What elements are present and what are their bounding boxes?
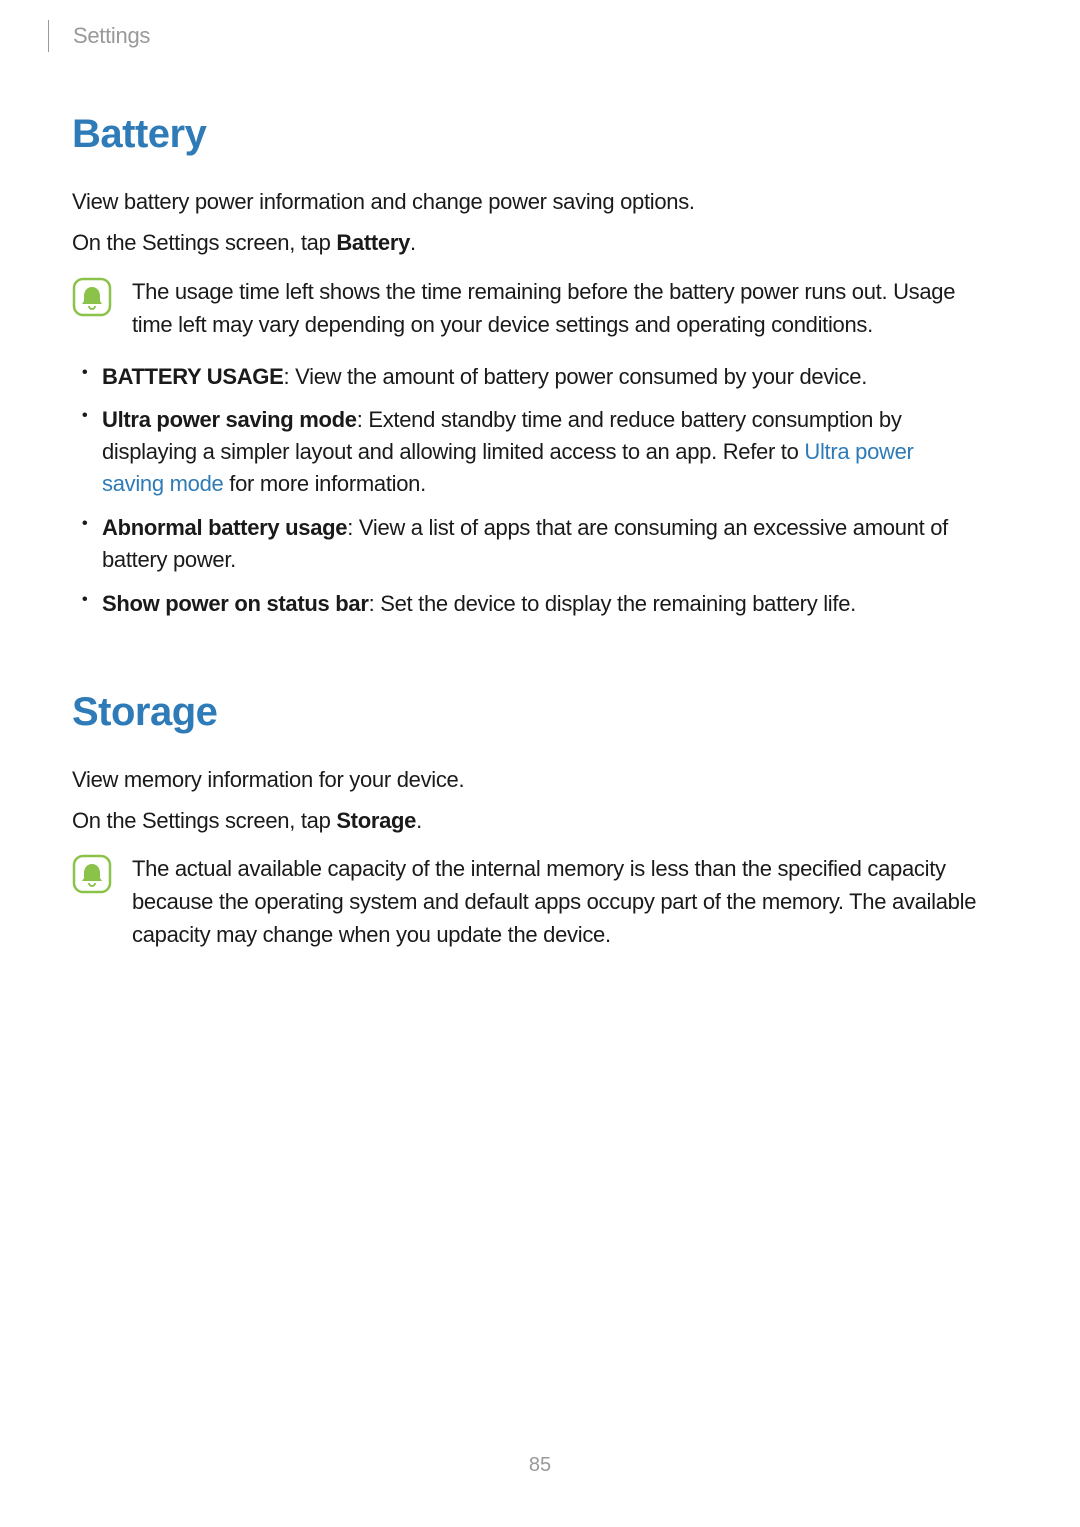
battery-note-text: The usage time left shows the time remai…: [132, 275, 980, 341]
instruction-suffix: .: [416, 808, 422, 833]
bullet-text: : Set the device to display the remainin…: [369, 591, 856, 616]
instruction-suffix: .: [410, 230, 416, 255]
bell-note-icon: [72, 277, 112, 317]
list-item: Show power on status bar: Set the device…: [72, 588, 980, 620]
instruction-bold: Storage: [336, 808, 416, 833]
bullet-text: : View the amount of battery power consu…: [284, 364, 868, 389]
bell-note-icon: [72, 854, 112, 894]
storage-intro: View memory information for your device.: [72, 765, 980, 796]
instruction-bold: Battery: [336, 230, 410, 255]
battery-bullet-list: BATTERY USAGE: View the amount of batter…: [72, 361, 980, 620]
storage-note-block: The actual available capacity of the int…: [72, 852, 980, 951]
list-item: Abnormal battery usage: View a list of a…: [72, 512, 980, 576]
section-heading-storage: Storage: [72, 690, 980, 735]
bullet-bold: BATTERY USAGE: [102, 364, 284, 389]
storage-note-text: The actual available capacity of the int…: [132, 852, 980, 951]
storage-instruction: On the Settings screen, tap Storage.: [72, 806, 980, 837]
list-item: Ultra power saving mode: Extend standby …: [72, 404, 980, 500]
bullet-bold: Ultra power saving mode: [102, 407, 357, 432]
battery-instruction: On the Settings screen, tap Battery.: [72, 228, 980, 259]
bullet-text-after-link: for more information.: [223, 471, 425, 496]
breadcrumb: Settings: [73, 23, 150, 49]
instruction-prefix: On the Settings screen, tap: [72, 808, 336, 833]
battery-note-block: The usage time left shows the time remai…: [72, 275, 980, 341]
section-heading-battery: Battery: [72, 112, 980, 157]
battery-intro: View battery power information and chang…: [72, 187, 980, 218]
instruction-prefix: On the Settings screen, tap: [72, 230, 336, 255]
page-number: 85: [0, 1454, 1080, 1477]
bullet-bold: Show power on status bar: [102, 591, 369, 616]
list-item: BATTERY USAGE: View the amount of batter…: [72, 361, 980, 393]
bullet-bold: Abnormal battery usage: [102, 515, 347, 540]
